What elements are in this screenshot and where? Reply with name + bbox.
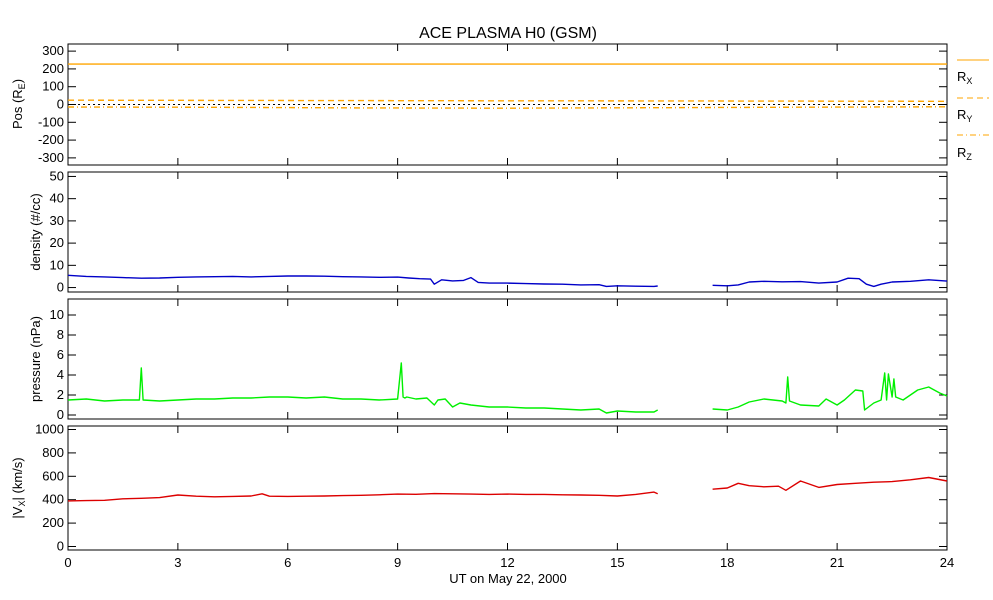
y-tick-label: -100	[38, 114, 64, 129]
y-tick-label: 400	[42, 492, 64, 507]
y-tick-label: 0	[57, 407, 64, 422]
y-tick-label: 0	[57, 97, 64, 112]
x-axis-label: UT on May 22, 2000	[449, 571, 567, 586]
chart-title: ACE PLASMA H0 (GSM)	[419, 25, 597, 42]
y-tick-label: 1000	[35, 422, 64, 437]
velocity-ylabel: |VX| (km/s)	[10, 457, 27, 518]
y-tick-label: 30	[50, 213, 64, 228]
x-tick-label: 18	[720, 555, 734, 570]
y-tick-label: 0	[57, 280, 64, 295]
y-tick-label: 10	[50, 307, 64, 322]
legend-rx-label: RX	[957, 69, 972, 86]
legend-ry-label: RY	[957, 107, 972, 124]
y-tick-label: -300	[38, 150, 64, 165]
x-tick-label: 15	[610, 555, 624, 570]
y-tick-label: 0	[57, 538, 64, 553]
x-tick-label: 3	[174, 555, 181, 570]
x-tick-label: 12	[500, 555, 514, 570]
series-ry-line	[67, 99, 948, 102]
density-ylabel: density (#/cc)	[28, 193, 43, 270]
series-velocity-line	[67, 476, 948, 502]
x-tick-label: 6	[284, 555, 291, 570]
series-rz-line	[67, 106, 948, 109]
y-tick-label: 800	[42, 445, 64, 460]
y-tick-label: 50	[50, 168, 64, 183]
y-tick-label: 200	[42, 515, 64, 530]
y-tick-label: 200	[42, 61, 64, 76]
series-density-line	[67, 274, 948, 288]
position-legend: RX RY RZ	[957, 59, 989, 162]
y-tick-label: 300	[42, 43, 64, 58]
pressure-panel-frame	[67, 298, 948, 420]
y-tick-label: 4	[57, 367, 64, 382]
y-tick-label: 2	[57, 387, 64, 402]
y-tick-label: 100	[42, 79, 64, 94]
y-tick-label: 40	[50, 191, 64, 206]
x-tick-label: 9	[394, 555, 401, 570]
x-tick-label: 21	[830, 555, 844, 570]
y-tick-label: 10	[50, 257, 64, 272]
x-tick-label: 0	[64, 555, 71, 570]
series-pressure-line	[67, 362, 948, 414]
y-tick-label: 6	[57, 347, 64, 362]
x-tick-label: 24	[940, 555, 954, 570]
y-tick-label: 20	[50, 235, 64, 250]
velocity-panel-frame	[67, 425, 948, 551]
density-panel-frame	[67, 171, 948, 293]
y-tick-label: -200	[38, 132, 64, 147]
y-tick-label: 8	[57, 327, 64, 342]
y-tick-label: 600	[42, 468, 64, 483]
pressure-ylabel: pressure (nPa)	[28, 316, 43, 402]
plot-layer: -300-200-1000100200300010203040500246810…	[35, 43, 954, 570]
legend-rz-label: RZ	[957, 145, 972, 162]
position-ylabel: Pos (RE)	[10, 79, 27, 129]
